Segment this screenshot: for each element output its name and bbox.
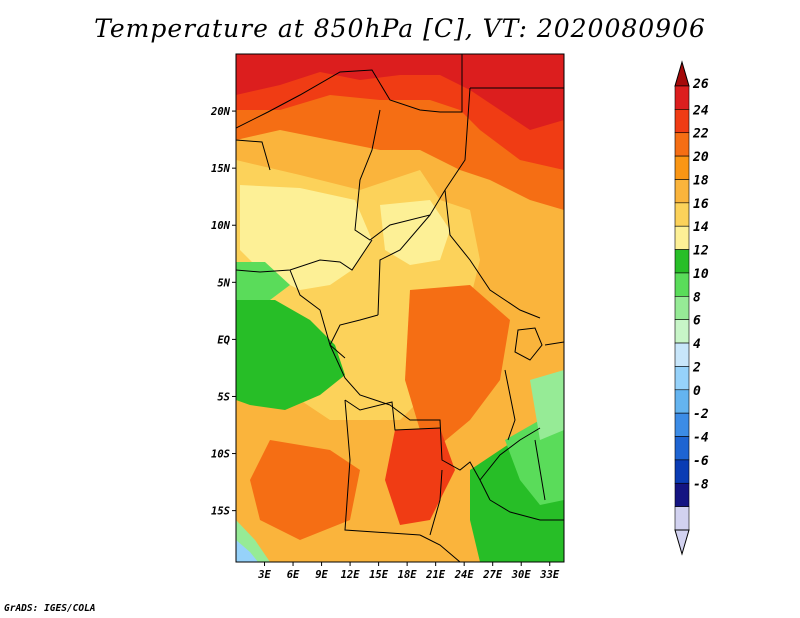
y-tick-label: 5S (217, 391, 230, 403)
temp-region-12-west (236, 300, 345, 410)
colorbar-label: 22 (692, 127, 709, 142)
x-tick-label: 9E (315, 569, 328, 581)
temp-region-24-north (236, 54, 564, 130)
lake-malawi (534, 439, 546, 501)
x-tick-label: 33E (539, 569, 560, 581)
colorbar-label: 20 (692, 150, 709, 165)
colorbar-segment (674, 225, 690, 250)
colorbar-label: 2 (692, 360, 701, 375)
country-borders (236, 54, 564, 562)
colorbar-segment (674, 412, 690, 437)
y-tick-label: 15S (211, 506, 230, 518)
colorbar-label: 14 (693, 220, 709, 235)
colorbar-bottom-cap (674, 529, 690, 556)
colorbar-segment (674, 179, 690, 204)
colorbar-segment (674, 389, 690, 414)
y-tick-label: 10S (211, 449, 230, 461)
x-tick-label: 21E (425, 569, 446, 581)
y-tick-label: 5N (217, 277, 230, 289)
y-tick-label: 15N (211, 163, 231, 175)
colorbar-segment (674, 482, 690, 507)
x-tick-label: 6E (287, 569, 300, 581)
colorbar-label: 8 (693, 290, 701, 305)
y-tick-label: 20N (210, 106, 231, 118)
x-tick-label: 18E (398, 569, 418, 581)
temp-region-6-southwest (236, 540, 258, 562)
x-tick-label: 27E (482, 569, 503, 581)
axes: 3E 6E 9E 12E 15E 18E 21E 24E 27E 30E 33E 20N 15N 10N 5… (210, 106, 560, 581)
colorbar-top-cap (674, 60, 690, 87)
temp-region-20-central (405, 285, 510, 445)
temp-region-8-southeast (530, 370, 564, 440)
y-tick-label: 10N (211, 220, 231, 232)
colorbar-segment (674, 342, 690, 367)
x-tick-label: 15E (369, 569, 389, 581)
x-tick-label: 24E (454, 569, 475, 581)
y-tick-label: EQ (217, 334, 230, 346)
colorbar-segment (674, 109, 690, 134)
colorbar-segment (674, 319, 690, 344)
colorbar-segment (674, 296, 690, 320)
colorbar-label: -2 (693, 407, 709, 422)
colorbar-label: -6 (693, 454, 709, 469)
colorbar-segment (674, 436, 690, 461)
lake-victoria (514, 327, 543, 361)
colorbar-segment (674, 202, 690, 227)
colorbar-segment (674, 366, 690, 391)
colorbar-label: 10 (693, 267, 709, 282)
colorbar-label: -8 (693, 477, 709, 492)
colorbar-label: -4 (693, 431, 709, 446)
chart-title: Temperature at 850hPa [C], VT: 202008090… (94, 14, 706, 43)
colorbar-segment (674, 132, 690, 157)
x-tick-label: 12E (341, 569, 361, 581)
colorbar-label: 18 (693, 173, 709, 188)
colorbar-label: 26 (692, 77, 709, 92)
temp-region-20-south (250, 440, 360, 540)
footer-credit: GrADS: IGES/COLA (4, 603, 96, 614)
colorbar-segment (674, 272, 690, 297)
colorbar-segment (674, 506, 690, 531)
temp-region-14 (240, 185, 372, 290)
lake-tanganyika (504, 369, 516, 441)
x-tick-label: 3E (257, 569, 271, 581)
colorbar-segment (674, 85, 690, 110)
colorbar-segment (674, 155, 690, 180)
temperature-map (236, 54, 564, 562)
colorbar-segment (674, 459, 690, 484)
colorbar-label: 16 (693, 197, 709, 212)
colorbar-label: 0 (693, 384, 701, 399)
x-tick-label: 30E (511, 569, 532, 581)
colorbar-label: 4 (693, 337, 701, 352)
temp-region-10-southeast (505, 415, 564, 505)
colorbar-label: 24 (692, 103, 709, 118)
colorbar-label: 6 (693, 314, 701, 329)
colorbar-segment (674, 249, 690, 274)
colorbar-label: 12 (693, 244, 709, 259)
temp-region-22-south (385, 428, 455, 525)
map-frame (235, 53, 565, 563)
